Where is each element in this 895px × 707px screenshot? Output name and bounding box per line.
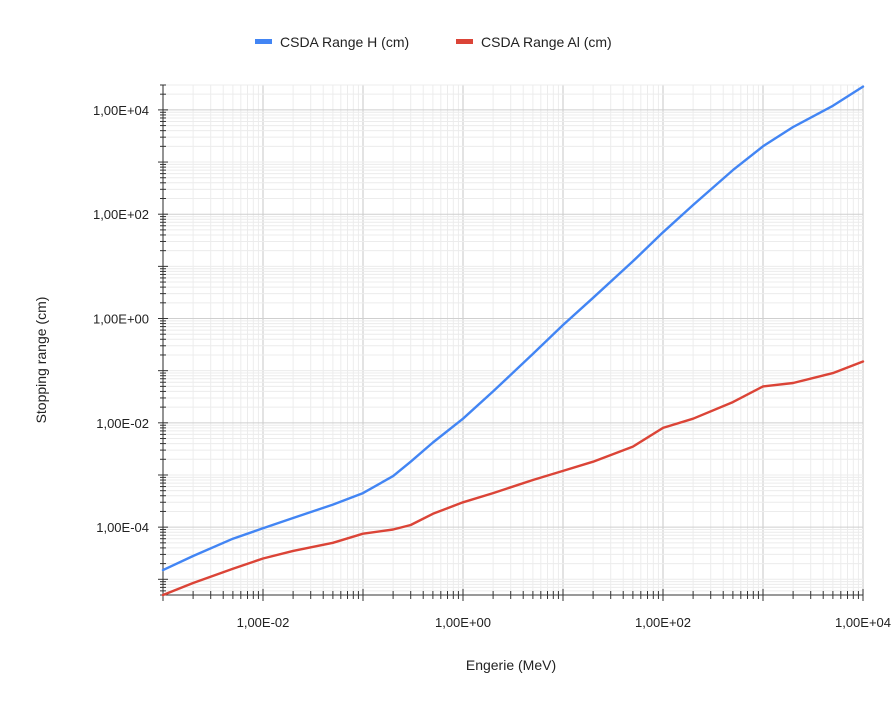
- y-axis-title: Stopping range (cm): [33, 297, 49, 424]
- y-tick-label: 1,00E+00: [93, 312, 149, 327]
- legend-swatch-al: [456, 39, 473, 44]
- x-tick-label: 1,00E+00: [435, 615, 491, 630]
- x-axis-title: Engerie (MeV): [466, 657, 556, 673]
- x-tick-labels: 1,00E-02 1,00E+00 1,00E+02 1,00E+04: [237, 615, 891, 630]
- legend-label-h: CSDA Range H (cm): [280, 34, 409, 50]
- legend-swatch-h: [255, 39, 272, 44]
- legend-item-h[interactable]: CSDA Range H (cm): [255, 34, 409, 50]
- grid: [162, 84, 864, 596]
- y-tick-label: 1,00E+04: [93, 103, 149, 118]
- series-line-al: [161, 360, 865, 597]
- y-tick-label: 1,00E-02: [96, 416, 149, 431]
- series-line-h: [161, 85, 865, 572]
- y-tick-label: 1,00E-04: [96, 520, 149, 535]
- legend-item-al[interactable]: CSDA Range Al (cm): [456, 34, 612, 50]
- legend: CSDA Range H (cm) CSDA Range Al (cm): [255, 34, 612, 50]
- x-tick-label: 1,00E+04: [835, 615, 891, 630]
- axes: [158, 84, 864, 601]
- series-lines: [161, 85, 865, 597]
- y-tick-label: 1,00E+02: [93, 207, 149, 222]
- x-tick-label: 1,00E-02: [237, 615, 290, 630]
- y-tick-labels: 1,00E-04 1,00E-02 1,00E+00 1,00E+02 1,00E+04: [93, 103, 149, 535]
- x-tick-label: 1,00E+02: [635, 615, 691, 630]
- legend-label-al: CSDA Range Al (cm): [481, 34, 612, 50]
